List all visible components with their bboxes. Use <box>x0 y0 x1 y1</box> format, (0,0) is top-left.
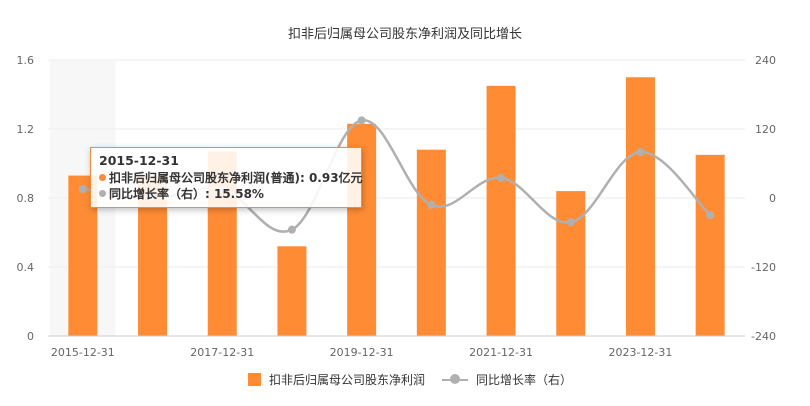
legend-bar-label: 扣非后归属母公司股东净利润 <box>269 373 426 387</box>
legend-line-swatch-icon <box>442 373 468 386</box>
y-right-tick-label: 0 <box>769 192 776 205</box>
x-axis-ticks: 2015-12-31 2017-12-31 2019-12-31 2021-12-31… <box>51 346 673 359</box>
line-point-2015-12-31[interactable] <box>78 185 87 194</box>
line-point-2021-12-31[interactable] <box>497 173 506 182</box>
line-series-dot-icon <box>99 190 106 197</box>
y-left-tick-label: 1.6 <box>17 54 35 67</box>
line-point-2023-12-31[interactable] <box>636 148 645 156</box>
tooltip-bar-text: 扣非后归属母公司股东净利润(普通): 0.93亿元 <box>109 171 363 185</box>
tooltip-line-text: 同比增长率（右）: 15.58% <box>109 187 264 201</box>
x-tick-label: 2015-12-31 <box>51 346 115 359</box>
line-point-2018-12-31[interactable] <box>287 225 296 234</box>
y-axis-left-ticks: 0 0.4 0.8 1.2 1.6 <box>17 54 35 343</box>
chart-title: 扣非后归属母公司股东净利润及同比增长 <box>288 27 522 42</box>
x-tick-label: 2019-12-31 <box>330 346 394 359</box>
y-left-tick-label: 0.8 <box>17 192 35 205</box>
x-tick-label: 2023-12-31 <box>608 346 672 359</box>
tooltip-date: 2015-12-31 <box>99 153 179 168</box>
legend-item-bar[interactable]: 扣非后归属母公司股东净利润 <box>248 371 425 388</box>
y-right-tick-label: -240 <box>751 330 776 343</box>
chart-tooltip: 2015-12-31 扣非后归属母公司股东净利润(普通): 0.93亿元 同比增… <box>90 147 363 208</box>
legend-item-line[interactable]: 同比增长率（右） <box>442 371 572 388</box>
y-right-tick-label: 120 <box>755 123 776 136</box>
legend-bar-swatch-icon <box>248 373 261 386</box>
line-point-2019-12-31[interactable] <box>357 116 366 125</box>
bar-2023-12-31[interactable] <box>625 77 655 336</box>
tooltip-row-line: 同比增长率（右）: 15.58% <box>99 186 353 202</box>
y-left-tick-label: 0 <box>27 330 34 343</box>
line-point-2024-12-31[interactable] <box>706 211 715 220</box>
line-point-2020-12-31[interactable] <box>427 200 436 209</box>
bar-series-dot-icon <box>99 174 106 181</box>
y-left-tick-label: 1.2 <box>17 123 35 136</box>
bar-2018-12-31[interactable] <box>277 246 307 336</box>
legend-line-label: 同比增长率（右） <box>476 373 573 387</box>
y-left-tick-label: 0.4 <box>17 261 35 274</box>
line-point-2022-12-31[interactable] <box>566 218 575 227</box>
tooltip-row-bar: 扣非后归属母公司股东净利润(普通): 0.93亿元 <box>99 170 363 186</box>
x-tick-label: 2017-12-31 <box>190 346 254 359</box>
y-right-tick-label: -120 <box>751 261 776 274</box>
x-tick-label: 2021-12-31 <box>469 346 533 359</box>
bar-2021-12-31[interactable] <box>486 85 516 336</box>
y-axis-right-ticks: -240 -120 0 120 240 <box>751 54 776 343</box>
bar-2020-12-31[interactable] <box>416 149 446 336</box>
bar-2022-12-31[interactable] <box>556 191 586 336</box>
chart-legend: 扣非后归属母公司股东净利润 同比增长率（右） <box>0 371 810 391</box>
bar-2024-12-31[interactable] <box>695 154 725 336</box>
y-right-tick-label: 240 <box>755 54 776 67</box>
